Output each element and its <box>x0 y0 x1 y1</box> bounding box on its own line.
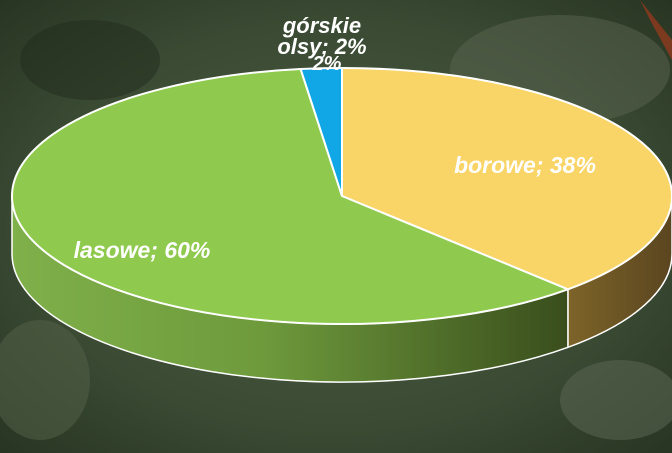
slice-label-lasowe: lasowe; 60% <box>74 237 211 263</box>
slice-label-olsy: olsy; 2% <box>277 34 366 59</box>
pie-slice-borowe <box>341 66 672 291</box>
slice-label-borowe: borowe; 38% <box>454 152 596 178</box>
slice-label-olsy-pct: 2% <box>312 53 342 75</box>
slice-label-gorskie: górskie <box>282 13 361 38</box>
pie-slice-górskie <box>299 66 343 197</box>
pie-slice-lasowe <box>11 67 571 325</box>
pie-top <box>11 66 672 325</box>
